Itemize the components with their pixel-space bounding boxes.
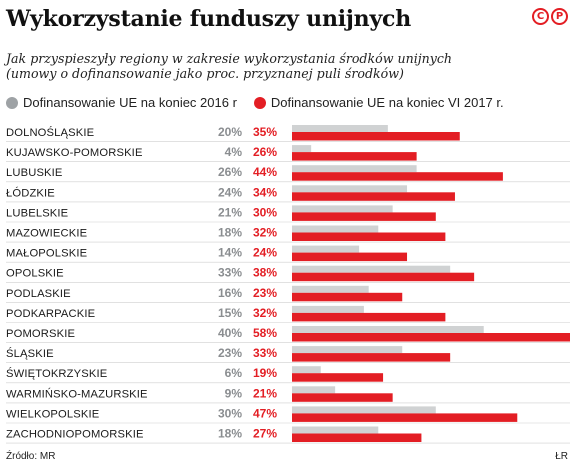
value-label-2016: 21% — [218, 205, 242, 219]
bar-2016 — [292, 245, 360, 253]
category-label: DOLNOŚLĄSKIE — [6, 126, 94, 139]
value-label-2017: 35% — [253, 125, 277, 139]
bar-chart: DOLNOŚLĄSKIE 20% 35% KUJAWSKO-POMORSKIE 4% 26… — [6, 125, 570, 444]
legend-dot-grey — [6, 96, 18, 109]
category-label: LUBELSKIE — [6, 207, 68, 219]
bar-2016 — [292, 386, 336, 394]
bar-2016 — [292, 225, 379, 233]
value-label-2017: 58% — [253, 326, 277, 340]
legend-label-2016: Dofinansowanie UE na koniec 2016 r — [23, 95, 237, 110]
value-label-2017: 23% — [253, 286, 277, 300]
value-label-2017: 34% — [253, 185, 277, 199]
value-label-2017: 27% — [253, 427, 277, 441]
value-label-2016: 26% — [218, 165, 242, 179]
category-label: PODKARPACKIE — [6, 308, 95, 320]
bar-2016 — [292, 305, 364, 313]
value-label-2016: 9% — [225, 386, 243, 400]
bar-2016 — [292, 406, 436, 414]
value-label-2017: 38% — [253, 266, 277, 280]
bar-2017 — [292, 152, 417, 161]
bar-2017 — [292, 333, 570, 342]
category-label: MAZOWIECKIE — [6, 228, 87, 240]
author-credit: ŁR — [555, 451, 568, 462]
legend: Dofinansowanie UE na koniec 2016 r Dofin… — [6, 95, 521, 110]
bar-2016 — [292, 165, 417, 173]
category-label: ŁÓDZKIE — [6, 186, 55, 199]
category-label: OPOLSKIE — [6, 268, 64, 280]
value-label-2016: 4% — [225, 145, 243, 159]
value-label-2017: 21% — [253, 386, 277, 400]
value-label-2016: 33% — [218, 266, 242, 280]
chart-title: Wykorzystanie funduszy unijnych — [6, 6, 412, 32]
value-label-2016: 15% — [218, 306, 242, 320]
value-label-2017: 24% — [253, 246, 277, 260]
value-label-2017: 26% — [253, 145, 277, 159]
bar-2017 — [292, 192, 455, 201]
bar-2017 — [292, 172, 503, 181]
value-label-2017: 44% — [253, 165, 277, 179]
bar-2017 — [292, 132, 460, 141]
bar-2017 — [292, 433, 422, 442]
value-label-2017: 33% — [253, 346, 277, 360]
publisher-logo: C P — [532, 8, 568, 25]
subtitle-line-1: Jak przyspieszyły regiony w zakresie wyk… — [6, 51, 453, 66]
source-note: Źródło: MR — [6, 451, 56, 462]
value-label-2016: 14% — [218, 246, 242, 260]
value-label-2017: 32% — [253, 306, 277, 320]
value-label-2016: 20% — [218, 125, 242, 139]
bar-2017 — [292, 272, 475, 282]
bar-2016 — [292, 205, 393, 213]
bar-2016 — [292, 285, 369, 293]
bar-2017 — [292, 252, 408, 262]
value-label-2017: 19% — [253, 366, 277, 380]
bar-2017 — [292, 353, 451, 362]
legend-item-2016: Dofinansowanie UE na koniec 2016 r — [6, 95, 237, 110]
category-label: WARMIŃSKO-MAZURSKIE — [6, 387, 148, 400]
category-label: ŚWIĘTOKRZYSKIE — [6, 367, 107, 380]
legend-dot-red — [253, 96, 266, 109]
category-label: MAŁOPOLSKIE — [6, 248, 87, 260]
value-label-2016: 30% — [218, 406, 242, 420]
value-label-2016: 6% — [225, 366, 243, 380]
bar-2016 — [292, 366, 321, 374]
logo-letter-p: P — [551, 8, 568, 25]
bar-2016 — [292, 346, 403, 354]
chart-subtitle: Jak przyspieszyły regiony w zakresie wyk… — [6, 51, 566, 81]
bar-2016 — [292, 426, 379, 434]
legend-label-2017: Dofinansowanie UE na koniec VI 2017 r. — [270, 95, 504, 110]
category-label: WIELKOPOLSKIE — [6, 408, 99, 420]
category-label: LUBUSKIE — [6, 167, 63, 179]
bar-2016 — [292, 125, 388, 132]
bar-2017 — [292, 312, 446, 322]
bar-2017 — [292, 292, 403, 302]
bar-2017 — [292, 232, 446, 241]
bar-2016 — [292, 185, 408, 193]
subtitle-line-2: (umowy o dofinansowanie jako proc. przyz… — [6, 66, 404, 81]
value-label-2016: 40% — [218, 326, 242, 340]
bar-2016 — [292, 326, 484, 333]
bar-2016 — [292, 265, 451, 273]
legend-item-2017: Dofinansowanie UE na koniec VI 2017 r. — [253, 95, 504, 110]
bar-2017 — [292, 393, 393, 402]
category-label: KUJAWSKO-POMORSKIE — [6, 147, 143, 159]
bar-2017 — [292, 212, 436, 221]
bar-2017 — [292, 413, 518, 422]
value-label-2017: 32% — [253, 226, 277, 240]
category-label: ZACHODNIOPOMORSKIE — [6, 429, 144, 441]
category-label: ŚLĄSKIE — [6, 347, 54, 360]
value-label-2017: 47% — [253, 406, 277, 420]
category-label: POMORSKIE — [6, 328, 75, 340]
value-label-2016: 18% — [218, 427, 242, 441]
bar-2017 — [292, 373, 384, 382]
value-label-2016: 16% — [218, 286, 242, 300]
value-label-2017: 30% — [253, 205, 277, 219]
logo-letter-c: C — [532, 8, 549, 25]
bar-2016 — [292, 145, 312, 153]
value-label-2016: 23% — [218, 346, 242, 360]
value-label-2016: 24% — [218, 185, 242, 199]
value-label-2016: 18% — [218, 226, 242, 240]
category-label: PODLASKIE — [6, 288, 71, 300]
